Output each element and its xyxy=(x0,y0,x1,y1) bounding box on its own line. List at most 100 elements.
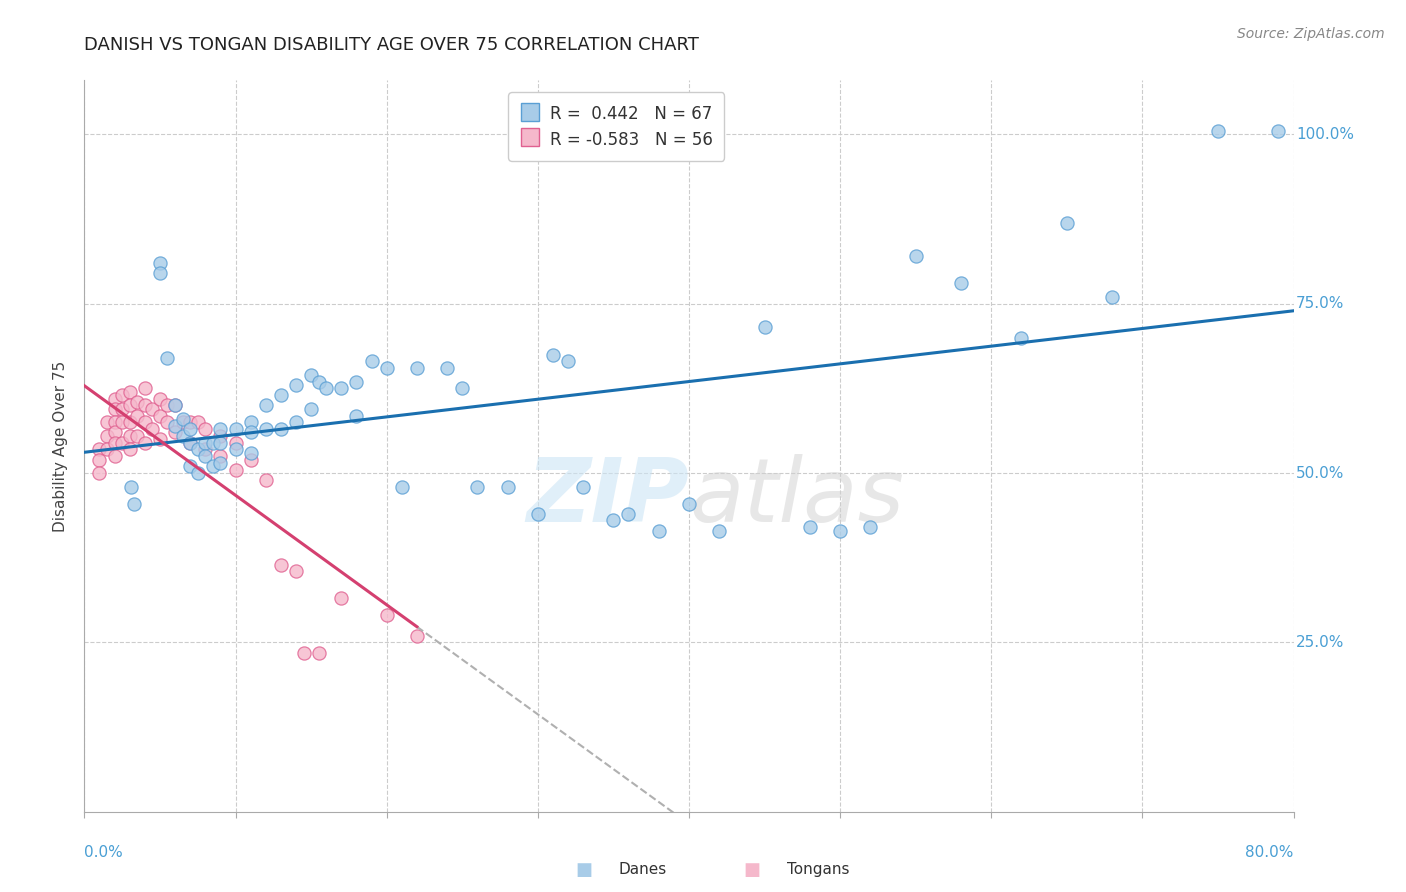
Point xyxy=(451,381,474,395)
Point xyxy=(89,466,111,480)
Point xyxy=(172,429,194,443)
Text: ZIP: ZIP xyxy=(526,454,689,541)
Point xyxy=(225,463,247,477)
Point xyxy=(678,497,700,511)
Point xyxy=(127,395,149,409)
Point xyxy=(104,392,127,406)
Point xyxy=(156,398,179,412)
Point xyxy=(209,422,232,436)
Point xyxy=(239,446,262,460)
Point xyxy=(1206,124,1229,138)
Point xyxy=(194,442,217,457)
Point xyxy=(104,449,127,463)
Point xyxy=(859,520,882,534)
Point xyxy=(134,415,156,429)
Point xyxy=(127,429,149,443)
Point xyxy=(209,435,232,450)
Point xyxy=(406,361,429,376)
Point xyxy=(270,422,292,436)
Point xyxy=(149,432,172,446)
Point xyxy=(96,415,118,429)
Point xyxy=(360,354,382,368)
Point xyxy=(187,442,209,457)
Text: ■: ■ xyxy=(744,861,761,879)
Point xyxy=(89,442,111,457)
Point xyxy=(1101,290,1123,304)
Point xyxy=(104,425,127,440)
Point xyxy=(391,480,413,494)
Point xyxy=(134,435,156,450)
Point xyxy=(330,591,353,606)
Point xyxy=(179,415,201,429)
Text: Danes: Danes xyxy=(619,863,666,877)
Point xyxy=(346,375,368,389)
Point xyxy=(201,435,224,450)
Point xyxy=(239,452,262,467)
Point xyxy=(284,378,308,392)
Point xyxy=(156,351,179,365)
Point xyxy=(209,429,232,443)
Point xyxy=(179,435,201,450)
Point xyxy=(406,629,429,643)
Point xyxy=(270,558,292,572)
Point xyxy=(172,415,194,429)
Point xyxy=(194,449,217,463)
Text: 25.0%: 25.0% xyxy=(1296,635,1344,650)
Point xyxy=(127,409,149,423)
Point xyxy=(284,564,308,578)
Point xyxy=(617,507,640,521)
Point xyxy=(436,361,458,376)
Point xyxy=(149,266,172,280)
Point xyxy=(96,429,118,443)
Point xyxy=(330,381,353,395)
Text: atlas: atlas xyxy=(689,454,904,541)
Point xyxy=(541,348,564,362)
Point xyxy=(239,415,262,429)
Text: 50.0%: 50.0% xyxy=(1296,466,1344,481)
Text: 0.0%: 0.0% xyxy=(84,845,124,860)
Point xyxy=(172,412,194,426)
Point xyxy=(270,388,292,402)
Point xyxy=(163,418,186,433)
Point xyxy=(134,381,156,395)
Point xyxy=(201,459,224,474)
Point xyxy=(96,442,118,457)
Point xyxy=(225,422,247,436)
Y-axis label: Disability Age Over 75: Disability Age Over 75 xyxy=(53,360,69,532)
Point xyxy=(526,507,548,521)
Point xyxy=(754,320,776,334)
Point xyxy=(118,415,141,429)
Point xyxy=(254,398,277,412)
Text: DANISH VS TONGAN DISABILITY AGE OVER 75 CORRELATION CHART: DANISH VS TONGAN DISABILITY AGE OVER 75 … xyxy=(84,36,699,54)
Point xyxy=(179,435,201,450)
Point xyxy=(308,375,330,389)
Point xyxy=(254,422,277,436)
Point xyxy=(299,368,322,382)
Point xyxy=(209,456,232,470)
Point xyxy=(194,422,217,436)
Point xyxy=(156,415,179,429)
Point xyxy=(179,459,201,474)
Text: ■: ■ xyxy=(575,861,592,879)
Point xyxy=(141,422,163,436)
Point xyxy=(179,422,201,436)
Point xyxy=(118,442,141,457)
Point xyxy=(308,646,330,660)
Point xyxy=(292,646,315,660)
Text: 100.0%: 100.0% xyxy=(1296,127,1354,142)
Point xyxy=(904,249,927,263)
Point xyxy=(299,401,322,416)
Point xyxy=(647,524,671,538)
Point xyxy=(209,449,232,463)
Point xyxy=(89,452,111,467)
Point xyxy=(111,415,134,429)
Point xyxy=(118,398,141,412)
Point xyxy=(346,409,368,423)
Point xyxy=(284,415,308,429)
Point xyxy=(163,425,186,440)
Point xyxy=(225,435,247,450)
Point xyxy=(950,277,973,291)
Point xyxy=(163,398,186,412)
Point xyxy=(122,497,145,511)
Point xyxy=(111,401,134,416)
